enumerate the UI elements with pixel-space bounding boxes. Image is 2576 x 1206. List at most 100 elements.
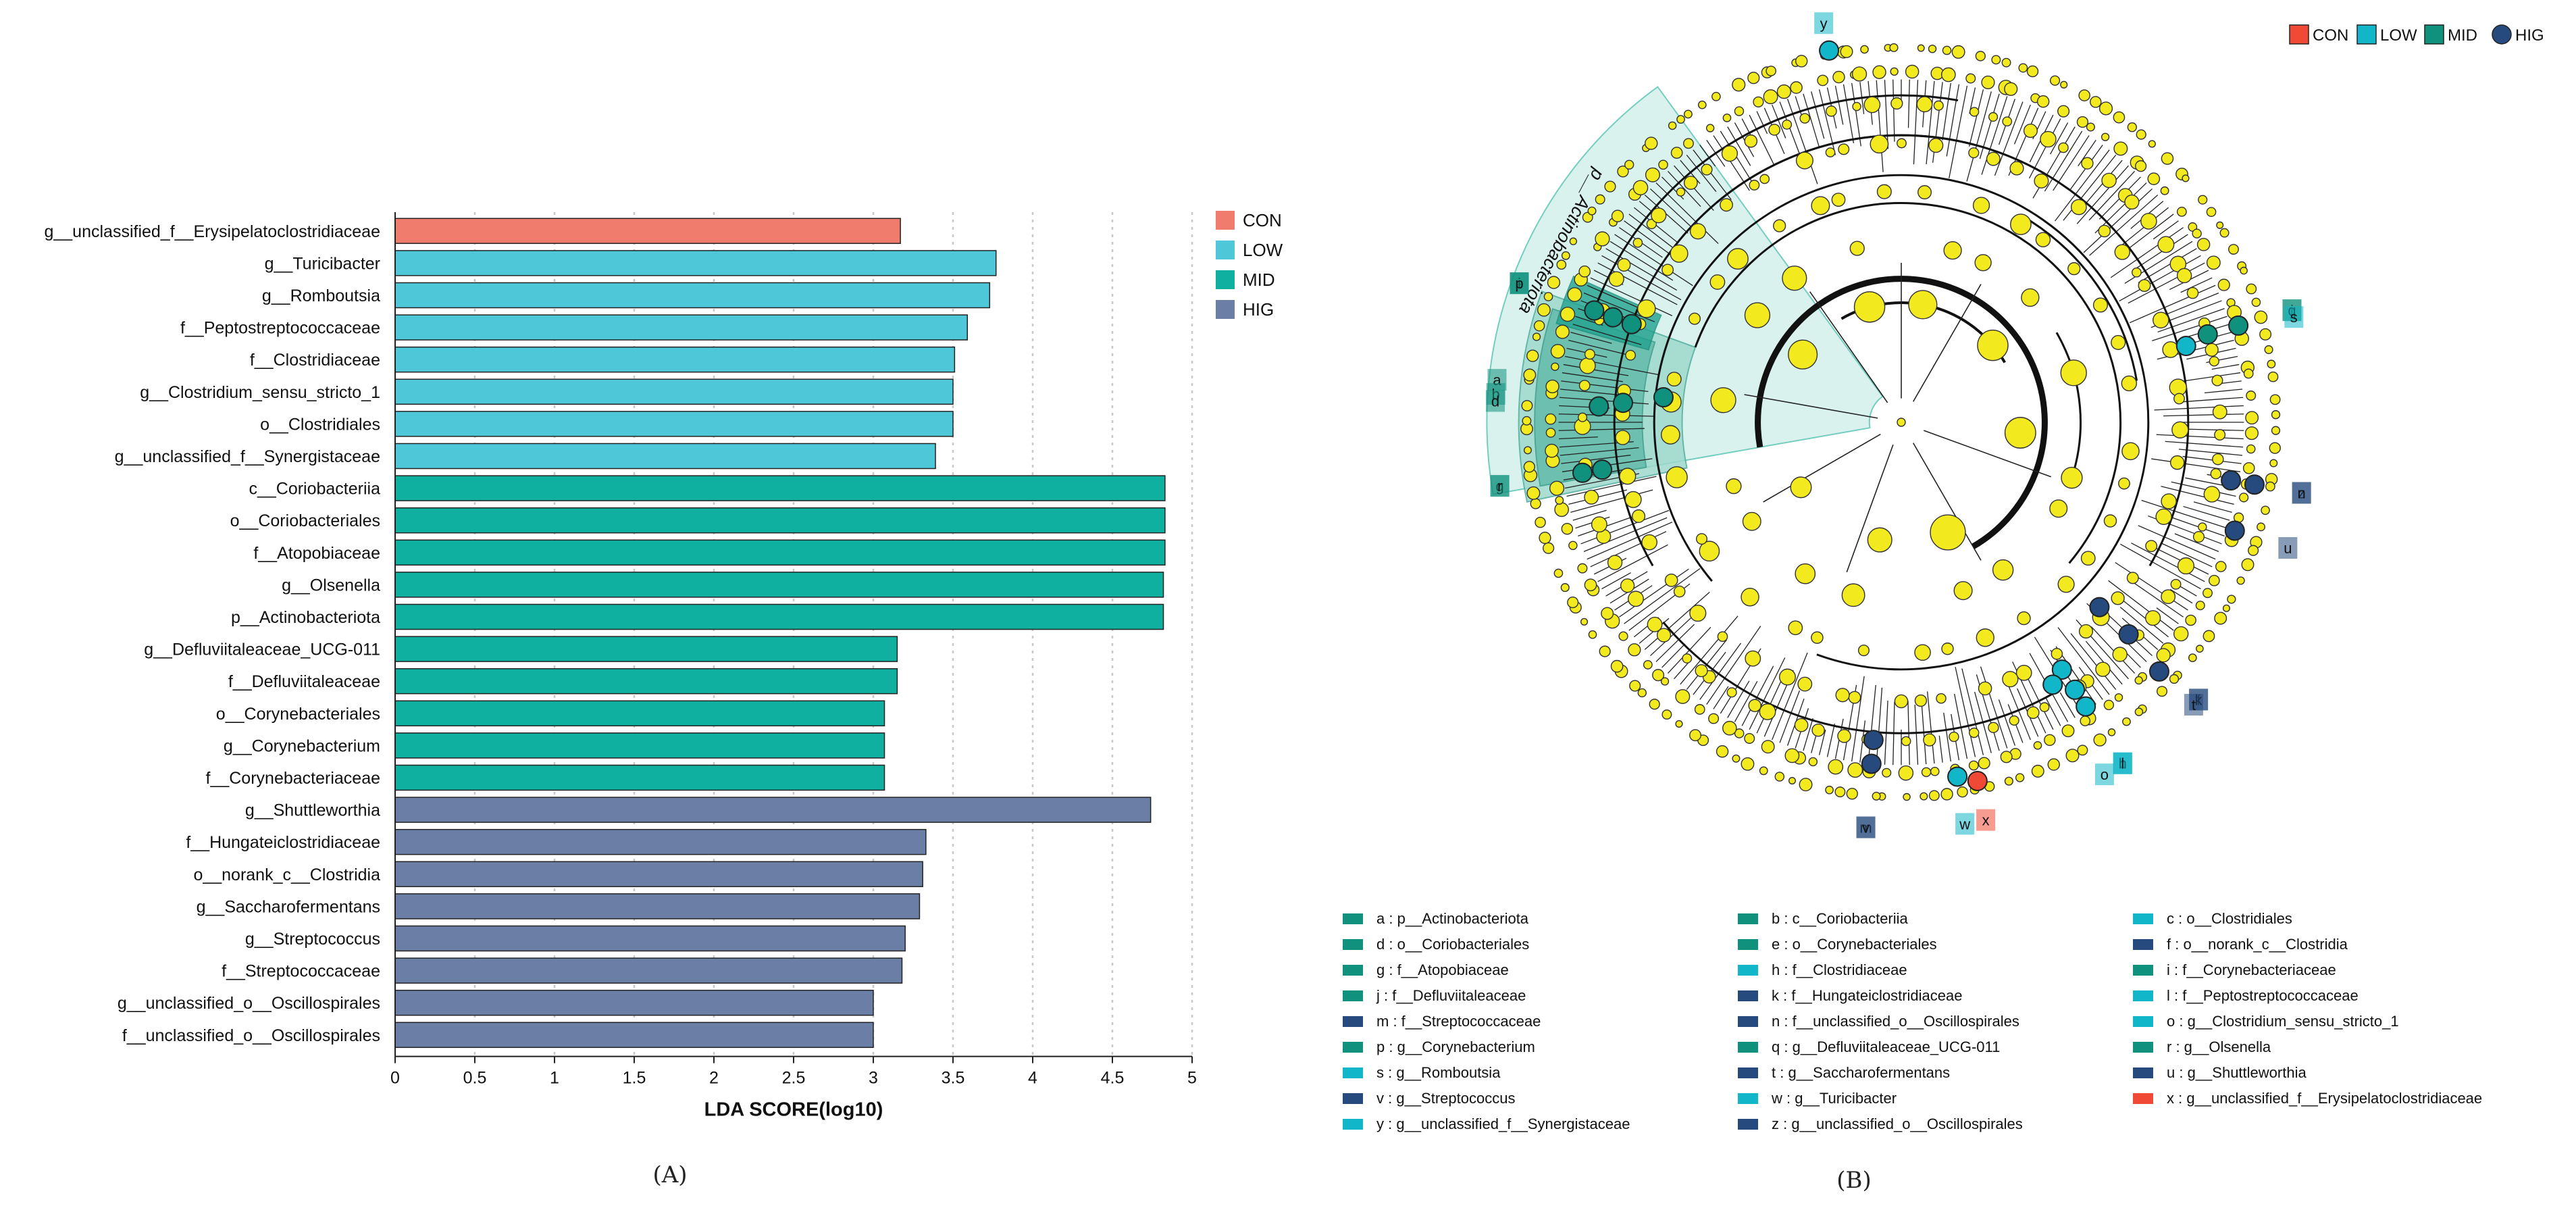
clade-node	[2265, 481, 2275, 492]
clade-node	[1894, 694, 1909, 709]
clade-node	[1916, 96, 1933, 113]
clade-node	[2246, 391, 2257, 401]
clade-node	[2067, 262, 2081, 276]
clad-legend-entry: q : g__Defluviitaleaceae_UCG-011	[1772, 1038, 2000, 1055]
clade-node	[1992, 559, 2014, 581]
x-tick-label: 0	[390, 1069, 400, 1088]
clade-node	[1741, 588, 1759, 607]
clade-branch	[1779, 690, 1801, 743]
clade-node	[1607, 555, 1623, 570]
clade-node	[2186, 286, 2199, 299]
clad-legend-swatch	[2492, 24, 2512, 45]
clade-node	[1726, 478, 1742, 495]
clade-node	[2009, 715, 2019, 726]
clade-node	[1928, 790, 1940, 801]
clade-node	[1941, 643, 1954, 655]
clade-node	[2182, 174, 2190, 182]
clade-branch	[1699, 145, 1716, 167]
clade-node	[2127, 122, 2137, 132]
clad-legend-key	[1343, 913, 1363, 924]
clade-node	[1711, 92, 1721, 101]
clade-node	[1774, 772, 1785, 782]
clade-branch	[1914, 704, 1919, 765]
clade-node	[1641, 534, 1657, 551]
clade-node	[2173, 393, 2185, 405]
bar-label: g__unclassified_f__Erysipelatoclostridia…	[44, 222, 380, 241]
clade-node	[2206, 207, 2217, 218]
clade-node	[1790, 81, 1803, 94]
clade-node	[2171, 421, 2189, 438]
clade-marker	[1592, 459, 1613, 480]
clade-branch	[1851, 676, 1865, 762]
clade-node	[1556, 259, 1567, 270]
clade-node	[1734, 728, 1745, 738]
clade-branch	[1907, 79, 1910, 128]
clade-branch	[2130, 580, 2184, 618]
clade-node	[1637, 688, 1647, 698]
clade-node	[1940, 67, 1956, 82]
clade-branch	[2110, 227, 2184, 278]
clade-node	[1917, 185, 1932, 200]
clade-node	[2203, 486, 2221, 503]
clade-marker	[1861, 753, 1882, 774]
clade-node	[2169, 455, 2185, 470]
clade-branch	[1655, 624, 1695, 662]
clade-node	[2160, 186, 2169, 195]
clade-node	[1610, 659, 1624, 673]
clade-node	[1988, 111, 1999, 122]
clade-branch	[1843, 84, 1855, 143]
clade-node	[2176, 207, 2187, 217]
clade-node	[1710, 387, 1736, 413]
clade-node	[1591, 516, 1607, 533]
clade-branch	[2163, 413, 2244, 417]
legend-swatch	[1216, 241, 1235, 259]
clade-node	[1656, 628, 1672, 643]
clad-legend-entry: z : g__unclassified_o__Oscillospirales	[1772, 1115, 2023, 1132]
clade-marker	[2221, 470, 2242, 491]
clade-node	[1701, 164, 1713, 176]
clad-legend-key	[1738, 1016, 1758, 1027]
clad-legend-label: MID	[2448, 26, 2477, 45]
clade-node	[1852, 101, 1861, 111]
clade-spoke	[1809, 291, 1888, 403]
clade-node	[1530, 498, 1541, 509]
x-tick-label: 2.5	[782, 1069, 806, 1088]
clade-node	[1828, 759, 1844, 775]
clade-letter: r	[1497, 478, 1502, 495]
clade-node	[1968, 147, 1980, 159]
clade-node	[2242, 462, 2255, 474]
clad-legend-entry: h : f__Clostridiaceae	[1772, 961, 1907, 978]
clade-node	[2092, 297, 2109, 313]
clade-marker	[1621, 313, 1642, 334]
clade-node	[2001, 57, 2011, 68]
clade-node	[2269, 394, 2281, 405]
clade-branch	[2090, 626, 2136, 674]
clade-node	[1617, 166, 1629, 178]
clade-branch	[1968, 89, 1984, 147]
legend-label: CON	[1243, 210, 1282, 230]
clade-branch	[2094, 182, 2147, 234]
clade-node	[2157, 686, 2168, 697]
clade-node	[1601, 607, 1614, 620]
clade-letter-box	[1814, 12, 1834, 34]
bar-label: g__Turicibacter	[265, 254, 380, 273]
clade-node	[2212, 453, 2224, 466]
clade-node	[1584, 489, 1599, 505]
clade-node	[1923, 733, 1936, 747]
clade-node	[1561, 251, 1570, 260]
clade-node	[1974, 254, 1992, 272]
clade-node	[1632, 238, 1643, 248]
clade-node	[2192, 228, 2202, 238]
clade-node	[1549, 480, 1565, 496]
clade-node	[2023, 124, 2038, 139]
clade-arc	[1694, 202, 2121, 564]
clade-node	[1835, 688, 1850, 703]
clade-marker	[1589, 396, 1609, 417]
clade-node	[2214, 429, 2226, 441]
clade-node	[2210, 468, 2222, 480]
clad-legend-key	[2133, 990, 2153, 1001]
clade-node	[2261, 505, 2270, 516]
clade-node	[2004, 776, 2013, 786]
clade-node	[1569, 237, 1578, 245]
clade-branch	[2141, 499, 2227, 529]
